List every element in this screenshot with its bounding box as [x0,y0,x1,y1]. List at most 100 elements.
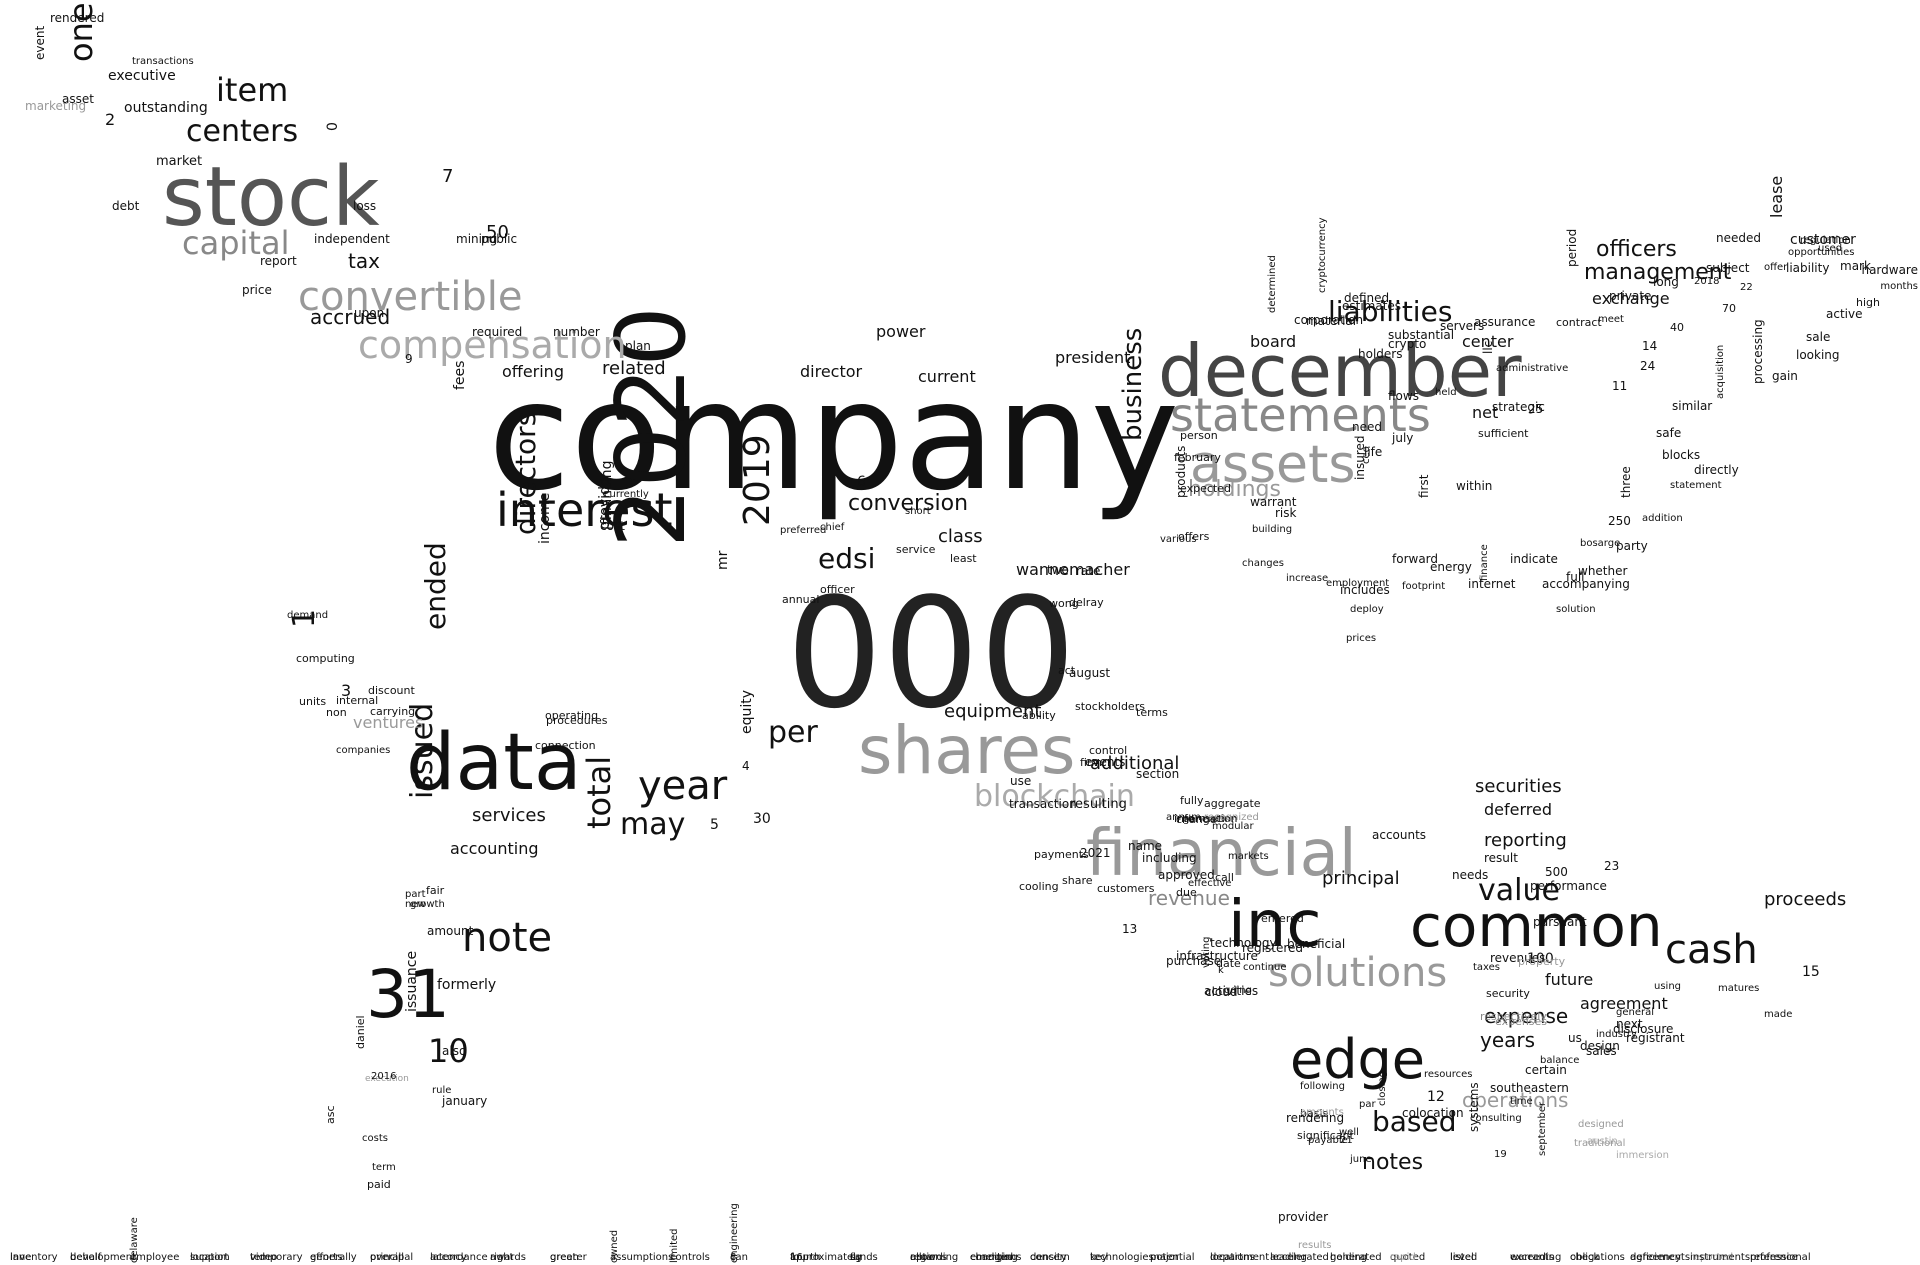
word-development: development [70,1252,136,1263]
word-consulting: consulting [1470,1113,1522,1124]
word-sufficient: sufficient [1478,427,1529,440]
word-leading: leading [1270,1252,1307,1263]
word-building: building [1252,524,1293,535]
word-reported: reported [1690,1252,1734,1263]
word-respectively: respectively [1480,1010,1547,1023]
word-common: common [1410,892,1663,960]
word-controls: controls [670,1252,710,1263]
word-various: various [1160,534,1197,545]
word-crypto: crypto [1388,337,1427,351]
word-can: can [730,1252,748,1263]
word-rendered: rendered [50,11,105,25]
word-revenues: revenues [1490,951,1546,965]
word-conditions: conditions [970,1252,1022,1263]
word-changed: changed [970,1252,1014,1263]
word-amount: amount [427,924,474,938]
word-taxes: taxes [1473,962,1501,973]
word-cost: cost [600,519,625,533]
word-independent: independent [314,232,390,246]
word-executive: executive [108,68,176,84]
word-president: president [1055,348,1131,367]
word-companies: companies [336,745,391,756]
word-par: par [1359,1099,1376,1110]
word-overall: overall [370,1252,404,1263]
word-mr: mr [715,550,731,570]
word-company: company [488,350,1180,524]
word-also: also [442,1044,467,1058]
word-operating: operating [545,709,599,722]
word-exchange: exchange [1592,289,1670,308]
word-determined: determined [1267,255,1278,313]
word-flows: flows [1388,389,1419,403]
word-latency: latency [430,1252,467,1263]
word-markets: markets [1228,851,1269,862]
word-wong: wong [1049,597,1079,610]
word-officer: officer [820,583,855,596]
word-opportunities: opportunities [1788,247,1855,258]
word-beneficial: beneficial [1287,937,1346,951]
word-notes: notes [1362,1150,1424,1175]
word-temporary: temporary [250,1252,303,1263]
word-ended: ended [419,542,452,630]
word-risk: risk [1275,506,1297,520]
word-directly: directly [1694,463,1739,477]
word-gain: gain [1772,369,1798,383]
word-accompanying: accompanying [1542,577,1630,591]
word-year: year [638,763,728,809]
word-material: material [1306,314,1357,328]
word-following: following [1300,1081,1345,1092]
word-11: 11 [1612,379,1628,393]
word-solution: solution [1556,604,1596,615]
word-computing: computing [296,652,355,665]
word-0: 0 [325,122,341,131]
word-need: need [1352,420,1382,434]
word-bosarge: bosarge [1580,538,1621,549]
word-party: party [1616,539,1648,553]
word-august: august [1069,666,1111,680]
word-looking: looking [1796,348,1840,362]
word-awards: awards [490,1252,526,1263]
word-40: 40 [1670,321,1684,334]
word-name: name [1128,839,1163,853]
word-results: results [1298,1240,1332,1251]
word-design: design [1580,1039,1620,1053]
word-forward: forward [1392,552,1439,566]
word-contract: contract [1556,316,1602,329]
word-principal: principal [370,1252,414,1263]
word-total: total [580,755,618,829]
word-estimates: estimates [1342,299,1402,313]
word-activities: activities [1204,984,1259,998]
word-future: future [1545,970,1594,989]
word-additional: additional [1090,753,1180,774]
word-customers: customers [1097,882,1155,895]
word-support: support [190,1252,229,1263]
word-cooling: cooling [1019,880,1059,893]
word-well: well [1339,1127,1359,1138]
word-500: 500 [1545,865,1568,879]
word-blocks: blocks [1662,448,1701,462]
word-rate: rate [1076,564,1101,578]
word-payments: payments [1034,848,1089,861]
word-value: value [1478,873,1560,908]
word-transactions: transactions [132,56,194,67]
word-sales: sales [1586,1044,1617,1058]
word-edge: edge [1290,1028,1425,1091]
word-principal: principal [1322,868,1400,889]
word-hardware: hardware [1861,263,1918,277]
word-listed: listed [1450,1252,1478,1263]
word-demand: demand [287,610,329,621]
word-efforts: efforts [310,1252,343,1263]
word-shares: shares [858,712,1076,789]
word-property: property [1518,955,1566,968]
word-held: held [1435,387,1457,398]
word-25: 25 [1528,402,1544,416]
word-director: director [800,362,863,381]
word-industry: industry [1596,1029,1637,1040]
word-directors: directors [509,411,542,535]
word-k: k [1218,965,1224,976]
word-per: per [768,715,818,750]
word-statement: statement [1670,480,1722,491]
word-21: 21 [1340,1135,1353,1146]
word-14: 14 [1642,339,1658,353]
word-processing: processing [1751,319,1765,384]
